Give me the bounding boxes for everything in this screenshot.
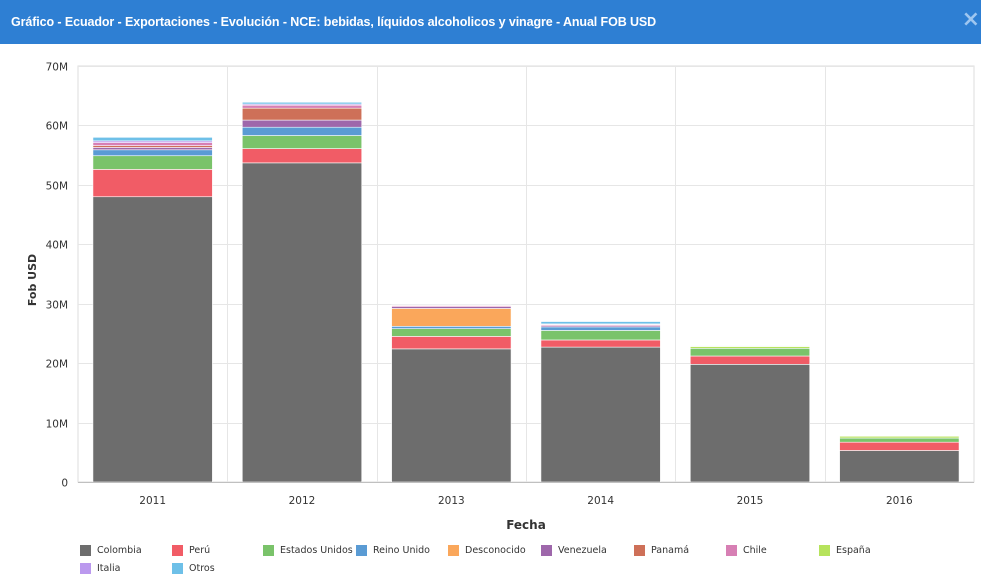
bar-stack-2014 <box>540 321 661 483</box>
bar-stack-2016 <box>839 435 960 483</box>
legend-label: Estados Unidos <box>280 545 353 556</box>
legend-swatch <box>80 563 91 574</box>
x-tick-label: 2013 <box>438 495 465 507</box>
bar-segment[interactable] <box>540 326 661 331</box>
bar-segment[interactable] <box>391 328 512 337</box>
legend-swatch <box>263 545 274 556</box>
legend-label: Italia <box>97 563 121 574</box>
bar-segment[interactable] <box>92 147 213 151</box>
x-tick-label: 2015 <box>737 495 764 507</box>
legend-swatch <box>726 545 737 556</box>
bar-segment[interactable] <box>839 435 960 437</box>
legend-swatch <box>819 545 830 556</box>
legend-item[interactable]: Colombia <box>80 545 142 556</box>
legend-swatch <box>448 545 459 556</box>
bar-segment[interactable] <box>540 339 661 348</box>
bar-segment[interactable] <box>92 149 213 157</box>
legend-item[interactable]: Panamá <box>634 545 689 556</box>
legend-label: Perú <box>189 545 211 556</box>
bar-segment[interactable] <box>241 101 363 105</box>
bar-segment[interactable] <box>241 162 363 483</box>
bar-segment[interactable] <box>689 347 811 357</box>
legend-label: Desconocido <box>465 545 526 556</box>
legend-swatch <box>172 545 183 556</box>
x-tick-label: 2012 <box>289 495 316 507</box>
legend-item[interactable]: Perú <box>172 545 210 556</box>
legend-swatch <box>634 545 645 556</box>
legend-item[interactable]: Desconocido <box>448 545 526 556</box>
y-axis: 0 10M 20M 30M 40M 50M 60M 70M <box>46 62 68 490</box>
bar-segment[interactable] <box>92 142 213 146</box>
bar-segment[interactable] <box>92 155 213 170</box>
legend-label: Otros <box>189 563 215 574</box>
x-tick-label: 2014 <box>587 495 614 507</box>
legend-label: Panamá <box>651 545 690 556</box>
x-axis-label: Fecha <box>506 518 546 532</box>
bar-segment[interactable] <box>540 346 661 483</box>
legend-swatch <box>80 545 91 556</box>
legend-item[interactable]: Estados Unidos <box>263 545 353 556</box>
x-tick-label: 2011 <box>139 495 166 507</box>
y-tick-label: 30M <box>46 300 68 312</box>
bar-segment[interactable] <box>391 304 512 306</box>
legend-label: Reino Unido <box>373 545 430 556</box>
y-axis-label: Fob USD <box>26 254 39 306</box>
legend-label: España <box>836 545 871 556</box>
bar-segment[interactable] <box>391 325 512 329</box>
bar-stacks <box>92 101 960 483</box>
bar-stack-2015 <box>689 345 811 483</box>
legend-item[interactable]: España <box>819 545 871 556</box>
bar-segment[interactable] <box>241 126 363 136</box>
legend-item[interactable]: Venezuela <box>541 545 607 556</box>
legend-item[interactable]: Italia <box>80 563 120 574</box>
close-icon[interactable]: × <box>961 7 980 32</box>
bar-segment[interactable] <box>839 441 960 451</box>
bar-stack-2011 <box>92 137 213 483</box>
bar-segment[interactable] <box>689 345 811 347</box>
bar-segment[interactable] <box>92 169 213 198</box>
bar-segment[interactable] <box>241 119 363 128</box>
y-tick-label: 70M <box>46 62 68 74</box>
window-title: Gráfico - Ecuador - Exportaciones - Evol… <box>11 15 657 29</box>
bar-segment[interactable] <box>689 364 811 483</box>
legend-swatch <box>172 563 183 574</box>
bar-segment[interactable] <box>391 336 512 350</box>
legend-swatch <box>541 545 552 556</box>
bar-segment[interactable] <box>391 348 512 483</box>
legend-item[interactable]: Chile <box>726 545 767 556</box>
legend-label: Colombia <box>97 545 142 556</box>
legend-item[interactable]: Otros <box>172 563 215 574</box>
bar-segment[interactable] <box>839 437 960 443</box>
bar-segment[interactable] <box>241 148 363 164</box>
legend-label: Venezuela <box>558 545 607 556</box>
bar-segment[interactable] <box>241 104 363 109</box>
legend-label: Chile <box>743 545 767 556</box>
bar-segment[interactable] <box>689 355 811 365</box>
y-tick-label: 40M <box>46 240 68 252</box>
y-tick-label: 20M <box>46 359 68 371</box>
bar-segment[interactable] <box>540 321 661 325</box>
bar-segment[interactable] <box>241 135 363 149</box>
legend-swatch <box>356 545 367 556</box>
bar-stack-2013 <box>391 304 512 483</box>
x-axis: 2011 2012 2013 2014 2015 2016 <box>78 482 974 507</box>
x-tick-label: 2016 <box>886 495 913 507</box>
bar-stack-2012 <box>241 101 363 483</box>
legend-item[interactable]: Reino Unido <box>356 545 430 556</box>
bar-segment[interactable] <box>92 196 213 483</box>
bar-segment[interactable] <box>241 107 363 121</box>
bar-segment[interactable] <box>391 308 512 327</box>
window-titlebar: Gráfico - Ecuador - Exportaciones - Evol… <box>0 0 981 44</box>
bar-segment[interactable] <box>540 330 661 341</box>
y-tick-label: 60M <box>46 121 68 133</box>
y-tick-label: 10M <box>46 419 68 431</box>
bar-segment[interactable] <box>839 450 960 483</box>
bar-segment[interactable] <box>92 137 213 142</box>
y-tick-label: 0 <box>61 478 68 490</box>
y-tick-label: 50M <box>46 181 68 193</box>
